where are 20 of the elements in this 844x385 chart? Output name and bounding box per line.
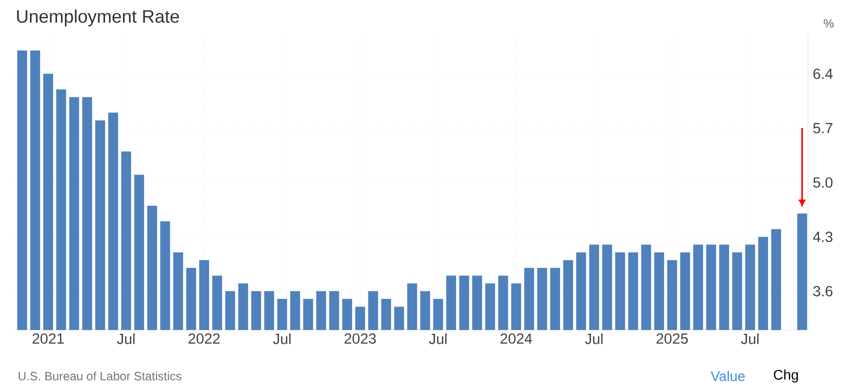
x-tick-label: 2025 <box>656 333 688 344</box>
x-tick-label: 2021 <box>32 333 64 344</box>
y-tick-label: 3.6 <box>813 286 832 296</box>
x-tick-label: Jul <box>429 333 447 344</box>
x-tick-label: Jul <box>117 333 135 344</box>
y-tick-label: 5.7 <box>813 123 832 134</box>
x-tick-label: 2024 <box>500 333 532 344</box>
x-tick-label: Jul <box>740 333 759 344</box>
x-tick-label: 2022 <box>188 333 220 344</box>
y-tick-label: 6.4 <box>813 68 833 80</box>
text: Chg <box>774 369 798 383</box>
chart-title: Unemployment Rate <box>17 10 179 26</box>
y-tick-label: 4.3 <box>813 232 832 242</box>
x-tick-label: 2023 <box>344 333 376 344</box>
text: U.S. Bureau of Labor Statistics <box>18 372 182 380</box>
text: Value <box>710 370 745 382</box>
y-axis-title: % <box>824 19 834 28</box>
y-tick-label: 5.0 <box>813 177 832 188</box>
x-tick-label: Jul <box>273 333 291 344</box>
x-tick-label: Jul <box>585 333 603 344</box>
